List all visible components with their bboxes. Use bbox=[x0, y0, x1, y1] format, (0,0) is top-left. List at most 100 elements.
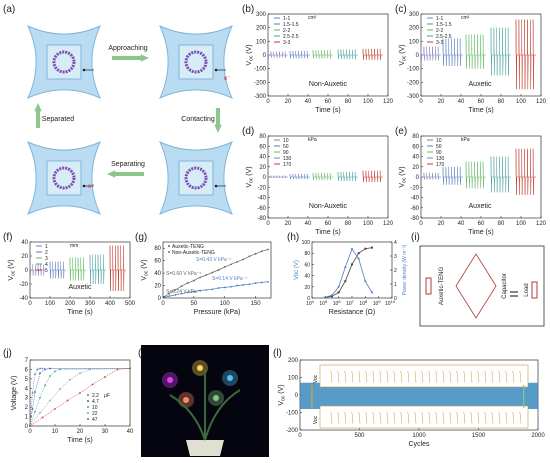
y-tick-label: -200 bbox=[254, 80, 267, 86]
y-tick-label: 0 bbox=[158, 296, 162, 302]
x-tick-label: 200 bbox=[65, 301, 76, 307]
y-tick-label: -100 bbox=[407, 67, 420, 73]
y-axis-label: Voc (V) bbox=[141, 259, 150, 280]
y-tick-label: 80 bbox=[304, 251, 310, 257]
x-axis-label: Time (s) bbox=[468, 229, 493, 236]
series-2-2 bbox=[312, 50, 333, 59]
panel-label-f: (f) bbox=[3, 232, 12, 243]
data-point bbox=[254, 252, 257, 255]
series-50 bbox=[442, 166, 463, 185]
series-2.2 bbox=[29, 368, 130, 427]
panel-label-h: (h) bbox=[287, 232, 299, 243]
x-tick-label: 50 bbox=[191, 301, 198, 307]
series-power-density bbox=[325, 248, 373, 298]
legend-entry: 1.5-1.5 bbox=[283, 22, 299, 28]
pad-bottom-right bbox=[159, 141, 233, 215]
chart-f: 0 100 200 300 400 500 -40 -20 0 20 40 Time (s) Voc (… bbox=[8, 240, 136, 316]
electrode bbox=[178, 44, 214, 80]
y2-axis-label: Power density (W m⁻²) bbox=[402, 244, 408, 295]
data-point bbox=[236, 284, 238, 287]
series-1.5-1.5 bbox=[289, 50, 310, 59]
series-90 bbox=[465, 161, 486, 189]
legend-entry: 2.2 bbox=[92, 393, 99, 399]
legend-entry: 170 bbox=[283, 162, 292, 168]
series-130 bbox=[490, 156, 511, 193]
x-tick-label: 0 bbox=[266, 99, 270, 105]
y-tick-label: -100 bbox=[254, 67, 267, 73]
y-tick-label: -200 bbox=[286, 428, 299, 434]
panel-annotation: Non-Auxetic bbox=[309, 203, 348, 210]
y2-tick-label: 3 bbox=[394, 254, 397, 260]
x-axis-label: Resistance (Ω) bbox=[329, 309, 375, 316]
data-point bbox=[129, 367, 131, 370]
y-tick-label: 60 bbox=[304, 262, 310, 268]
capacitor-label: Capacitor bbox=[502, 273, 508, 299]
y-tick-label: 0 bbox=[416, 175, 420, 181]
x-axis-label: Time (s) bbox=[67, 437, 92, 444]
electron-label: e⁻ bbox=[88, 184, 95, 190]
led-light bbox=[183, 397, 189, 403]
legend-marker bbox=[87, 418, 89, 420]
data-point bbox=[229, 285, 232, 288]
y-tick-label: 20 bbox=[259, 165, 266, 171]
legend-entry: 4.7 bbox=[92, 399, 99, 405]
photo-k bbox=[141, 345, 269, 457]
chart-e: 0 20 40 60 80 100 120 -80 -60 -40 -20 0 20 40 60 80 Time… bbox=[399, 134, 547, 236]
x-tick-label: 20 bbox=[77, 429, 84, 435]
slope-annotation: S=0.14 V kPa⁻¹ bbox=[212, 276, 247, 282]
data-point bbox=[199, 276, 201, 279]
legend-entry: 10 bbox=[92, 405, 98, 411]
x-axis-label: Time (s) bbox=[315, 107, 340, 114]
series-10 bbox=[267, 175, 288, 179]
wire-node bbox=[82, 68, 86, 72]
panel-annotation: Auxetic bbox=[69, 284, 92, 291]
electrode bbox=[178, 160, 214, 196]
y2-tick-label: 2 bbox=[394, 268, 397, 274]
legend-entry: 90 bbox=[283, 150, 289, 156]
data-point bbox=[180, 292, 183, 295]
y-tick-label: 20 bbox=[21, 254, 28, 260]
x-tick-label: 100 bbox=[363, 99, 374, 105]
panel-annotation: Auxetic bbox=[469, 81, 492, 88]
data-point bbox=[364, 280, 367, 283]
legend-marker bbox=[87, 394, 89, 396]
legend-unit: μF bbox=[104, 393, 110, 399]
y-tick-label: 0 bbox=[25, 268, 29, 274]
data-point bbox=[163, 296, 166, 299]
panel-label-l: (l) bbox=[273, 348, 282, 359]
x-tick-label: 104 bbox=[306, 299, 315, 307]
y-axis-label: Voc (V) bbox=[278, 384, 287, 405]
data-point bbox=[351, 263, 353, 266]
y-tick-label: -300 bbox=[254, 94, 267, 100]
data-point bbox=[364, 247, 367, 250]
series-2.5-2.5 bbox=[337, 49, 358, 60]
series-1.5-1.5 bbox=[442, 38, 463, 66]
slope-annotation: S=0.60 V kPa⁻¹ bbox=[166, 271, 201, 277]
x-tick-label: 100 bbox=[516, 221, 527, 227]
data-point bbox=[242, 258, 245, 261]
data-point bbox=[331, 295, 333, 298]
y-tick-label: 1 bbox=[25, 415, 29, 421]
series-2 bbox=[49, 261, 66, 279]
legend-unit: cm² bbox=[461, 15, 470, 21]
pad-bottom-left bbox=[27, 141, 101, 215]
x-tick-label: 0 bbox=[419, 221, 423, 227]
y-tick-label: 20 bbox=[412, 165, 419, 171]
x-tick-label: 80 bbox=[345, 221, 352, 227]
x-tick-label: 1000 bbox=[412, 433, 426, 439]
x-axis-label: Time (s) bbox=[67, 309, 92, 316]
panel-annotation: Non-Auxetic bbox=[309, 81, 348, 88]
legend-entry: 3-3 bbox=[436, 40, 443, 46]
charge-ring bbox=[52, 50, 76, 74]
x-tick-label: 0 bbox=[161, 301, 165, 307]
led-light bbox=[167, 377, 173, 383]
series-3 bbox=[69, 257, 86, 281]
legend-entry: 1-1 bbox=[283, 16, 290, 22]
series-4 bbox=[89, 254, 106, 285]
panel-label-j: (j) bbox=[3, 348, 12, 359]
y-tick-label: 0 bbox=[263, 53, 267, 59]
series-voltage bbox=[325, 247, 373, 298]
y-tick-label: -40 bbox=[19, 296, 28, 302]
y-tick-label: 40 bbox=[21, 240, 28, 246]
